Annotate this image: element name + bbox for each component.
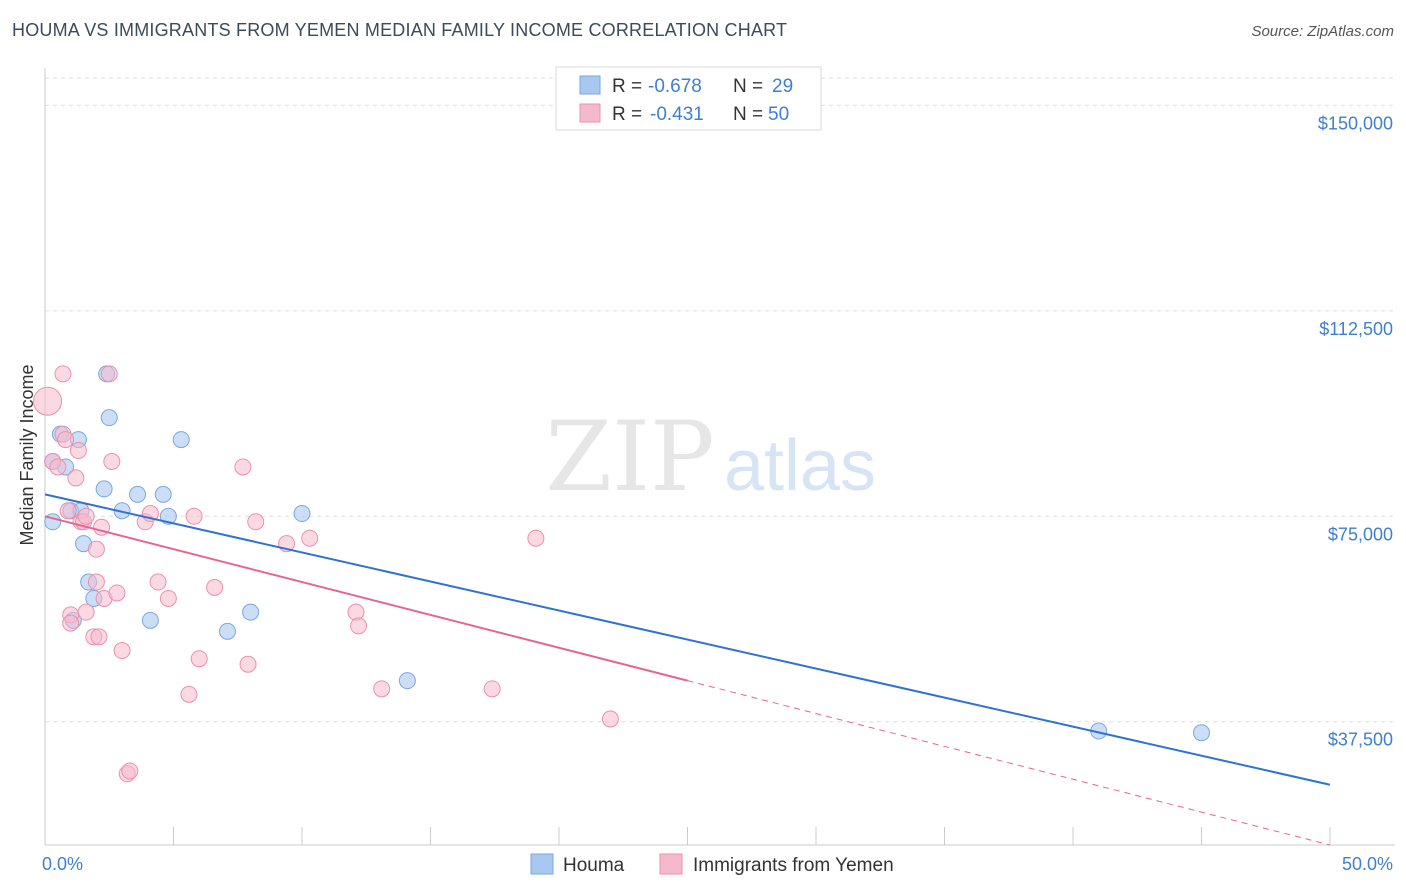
yemen-point-41 xyxy=(350,617,368,635)
yemen-point-9 xyxy=(67,469,85,487)
yemen-point-22 xyxy=(103,453,121,470)
yemen-point-6 xyxy=(59,502,77,520)
yemen-point-39 xyxy=(301,529,319,547)
houma-point-21 xyxy=(242,603,260,621)
yemen-point-45 xyxy=(601,710,619,728)
yemen-point-32 xyxy=(185,507,203,525)
bottom-legend-houma: Houma xyxy=(563,855,625,876)
yemen-points xyxy=(33,365,619,783)
x-tick-label-min: 0.0% xyxy=(42,854,83,874)
x-tick-label-max: 50.0% xyxy=(1342,854,1393,874)
yemen-point-14 xyxy=(77,603,95,621)
yemen-point-18 xyxy=(90,628,108,646)
yemen-point-43 xyxy=(483,680,501,698)
legend-swatch-yemen xyxy=(579,103,601,123)
legend-r-value-yemen: -0.431 xyxy=(650,104,704,125)
axes xyxy=(44,68,1395,846)
legend-n-value-yemen: 50 xyxy=(768,104,789,125)
yemen-point-3 xyxy=(54,365,72,383)
yemen-trend-line xyxy=(44,515,688,682)
source-label: Source: ZipAtlas.com xyxy=(1251,23,1394,40)
houma-point-22 xyxy=(293,505,311,523)
yemen-point-24 xyxy=(113,642,131,660)
yemen-point-35 xyxy=(234,458,252,476)
y-axis-label: Median Family Income xyxy=(17,364,37,545)
bottom-legend-swatch-houma xyxy=(530,853,554,875)
watermark-atlas: atlas xyxy=(724,426,876,506)
tick-labels: $37,500 $75,000 $112,500 $150,000 0.0% 50.0% xyxy=(42,113,1393,874)
houma-point-15 xyxy=(129,485,147,503)
legend-n-label-houma: N = xyxy=(733,76,763,97)
yemen-point-44 xyxy=(527,529,545,547)
houma-trend-line xyxy=(44,493,1331,786)
yemen-point-36 xyxy=(239,655,257,673)
yemen-point-29 xyxy=(149,573,167,591)
houma-point-20 xyxy=(218,622,236,640)
houma-point-16 xyxy=(141,611,159,629)
bottom-legend-yemen: Immigrants from Yemen xyxy=(693,855,894,876)
yemen-point-31 xyxy=(180,685,198,703)
gridlines xyxy=(45,77,1395,723)
yemen-point-13 xyxy=(77,507,95,525)
houma-point-18 xyxy=(159,507,177,525)
yemen-point-26 xyxy=(121,762,139,780)
watermark-zip: ZIP xyxy=(545,401,714,513)
y-tick-label-2: $112,500 xyxy=(1319,319,1393,339)
houma-point-23 xyxy=(398,672,416,690)
yemen-point-10 xyxy=(69,442,87,460)
legend-swatch-houma xyxy=(579,75,601,95)
houma-point-25 xyxy=(1193,724,1210,742)
bottom-legend-swatch-yemen xyxy=(659,853,683,875)
legend-n-value-houma: 29 xyxy=(772,76,793,97)
series-legend: Houma Immigrants from Yemen xyxy=(530,853,894,876)
yemen-point-21 xyxy=(100,365,118,383)
legend-r-value-houma: -0.678 xyxy=(648,76,702,97)
yemen-point-5 xyxy=(57,431,75,449)
legend-n-label-yemen: N = xyxy=(733,104,763,125)
yemen-point-37 xyxy=(247,513,265,531)
yemen-point-8 xyxy=(62,614,80,632)
houma-point-11 xyxy=(95,480,113,498)
y-tick-label-1: $75,000 xyxy=(1328,524,1393,544)
trend-lines xyxy=(44,493,1331,846)
houma-point-19 xyxy=(172,431,190,449)
y-tick-label-3: $150,000 xyxy=(1318,113,1393,133)
yemen-point-0 xyxy=(33,386,63,416)
yemen-point-30 xyxy=(159,589,177,607)
yemen-point-33 xyxy=(190,650,208,668)
houma-point-17 xyxy=(154,485,172,503)
yemen-trend-extension xyxy=(687,680,1331,846)
chart-title: HOUMA VS IMMIGRANTS FROM YEMEN MEDIAN FA… xyxy=(12,20,788,40)
yemen-point-23 xyxy=(108,584,126,602)
yemen-point-2 xyxy=(49,458,67,476)
yemen-point-42 xyxy=(373,680,391,698)
yemen-point-34 xyxy=(206,579,224,597)
houma-point-13 xyxy=(100,409,118,427)
y-tick-label-0: $37,500 xyxy=(1328,730,1393,750)
yemen-point-17 xyxy=(87,573,105,591)
yemen-point-16 xyxy=(87,540,105,558)
stats-legend: R = -0.678 N = 29 R = -0.431 N = 50 xyxy=(555,66,822,131)
legend-r-label-houma: R = xyxy=(612,76,642,97)
legend-r-label-yemen: R = xyxy=(612,104,642,125)
